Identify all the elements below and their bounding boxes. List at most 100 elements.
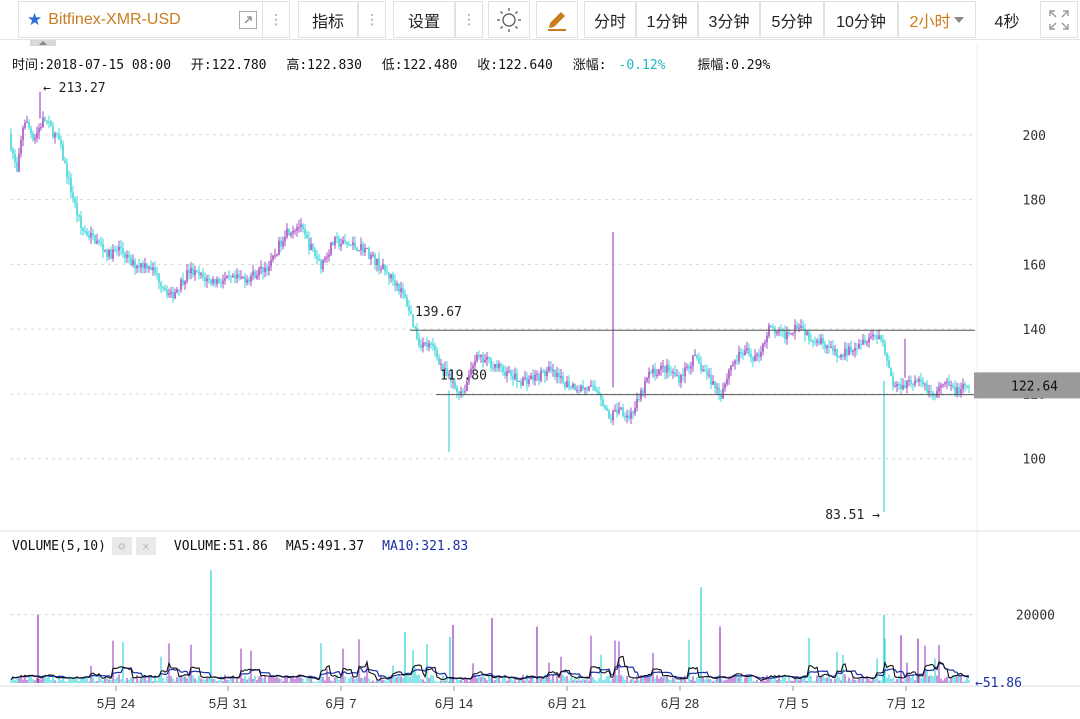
candle-body xyxy=(486,356,488,360)
candle-body xyxy=(582,385,584,390)
candle-body xyxy=(36,132,38,138)
indicators-button[interactable]: 指标 xyxy=(298,1,358,38)
candle-body xyxy=(882,339,884,344)
timeframe-tab-2[interactable]: 3分钟 xyxy=(698,1,760,38)
candle-body xyxy=(412,314,414,326)
candle-body xyxy=(148,266,150,269)
current-price-tag xyxy=(974,372,1080,399)
candle-body xyxy=(396,283,398,286)
candle-body xyxy=(760,351,762,357)
active-timeframe: 2小时 xyxy=(909,13,951,31)
price-tick-label: 100 xyxy=(1023,453,1046,468)
candle-body xyxy=(354,242,356,248)
candle-body xyxy=(572,384,574,388)
candle-body xyxy=(426,342,428,348)
candle-body xyxy=(906,380,908,388)
candle-body xyxy=(488,356,490,359)
fullscreen-button[interactable] xyxy=(1040,1,1078,38)
symbol-more-button[interactable]: ⋮ xyxy=(262,1,290,38)
candle-body xyxy=(384,264,386,272)
candle-body xyxy=(194,270,196,276)
candle-body xyxy=(254,271,256,279)
candle-body xyxy=(624,415,626,418)
candle-body xyxy=(152,267,154,271)
candle-body xyxy=(874,334,876,336)
candle-body xyxy=(548,366,550,371)
candle-body xyxy=(160,282,162,287)
candle-body xyxy=(580,385,582,392)
candle-body xyxy=(836,349,838,357)
indicators-more-button[interactable]: ⋮ xyxy=(358,1,386,38)
candle-body xyxy=(658,369,660,375)
candle-body xyxy=(154,267,156,274)
candle-body xyxy=(104,250,106,252)
candle-body xyxy=(742,353,744,355)
candle-body xyxy=(96,240,98,244)
candle-body xyxy=(184,281,186,285)
candle-body xyxy=(790,333,792,335)
star-icon[interactable]: ★ xyxy=(27,9,43,29)
candle-body xyxy=(680,374,682,383)
gear-icon[interactable]: ⚙ xyxy=(111,537,132,555)
candle-body xyxy=(474,361,476,366)
candle-body xyxy=(756,354,758,356)
candle-body xyxy=(518,381,520,383)
settings-more-button[interactable]: ⋮ xyxy=(455,1,483,38)
timeframe-dropdown[interactable]: 2小时 xyxy=(898,1,976,38)
candle-body xyxy=(598,391,600,394)
candle-body xyxy=(110,249,112,259)
toolbar: ★ Bitfinex-XMR-USD ⋮ 指标 ⋮ 设置 ⋮ 分时 1分钟 3分… xyxy=(0,0,1080,40)
candle-body xyxy=(608,410,610,419)
fullscreen-icon xyxy=(1049,9,1069,30)
candle-body xyxy=(312,243,314,250)
candle-body xyxy=(348,244,350,246)
draw-button[interactable] xyxy=(536,1,578,38)
candle-body xyxy=(566,381,568,388)
min-price-label: 83.51 → xyxy=(825,508,880,523)
theme-button[interactable] xyxy=(488,1,530,38)
candle-body xyxy=(824,343,826,349)
pencil-icon xyxy=(548,11,566,31)
candle-body xyxy=(366,247,368,249)
candle-body xyxy=(954,386,956,395)
timeframe-tab-3[interactable]: 5分钟 xyxy=(760,1,824,38)
candle-body xyxy=(50,121,52,127)
info-change-value: -0.12% xyxy=(618,58,666,73)
candle-body xyxy=(962,383,964,389)
candle-body xyxy=(810,339,812,342)
symbol-selector[interactable]: ★ Bitfinex-XMR-USD xyxy=(18,1,276,38)
candle-body xyxy=(964,383,966,386)
candle-body xyxy=(406,297,408,307)
timeframe-tab-4[interactable]: 10分钟 xyxy=(824,1,898,38)
candle-body xyxy=(106,250,108,257)
settings-button[interactable]: 设置 xyxy=(393,1,455,38)
candle-body xyxy=(872,334,874,337)
candle-body xyxy=(468,374,470,382)
candle-body xyxy=(670,371,672,373)
ohlc-info: 时间:2018-07-15 08:00 开:122.780 高:122.830 … xyxy=(12,54,782,73)
candle-body xyxy=(466,381,468,392)
candle-body xyxy=(210,279,212,284)
popout-icon[interactable] xyxy=(239,11,257,29)
timeframe-tab-1[interactable]: 1分钟 xyxy=(636,1,698,38)
candle-body xyxy=(864,340,866,343)
candle-body xyxy=(470,368,472,375)
candle-body xyxy=(268,266,270,271)
candle-body xyxy=(162,286,164,289)
candle-body xyxy=(128,254,130,258)
candle-body xyxy=(358,250,360,252)
candle-body xyxy=(544,370,546,377)
collapse-toolbar-button[interactable] xyxy=(30,40,56,46)
time-tick-label: 7月 5 xyxy=(777,696,808,711)
timeframe-tab-0[interactable]: 分时 xyxy=(584,1,636,38)
candle-body xyxy=(804,328,806,335)
candle-body xyxy=(422,342,424,348)
candle-body xyxy=(64,160,66,164)
candle-body xyxy=(120,246,122,249)
candle-body xyxy=(336,237,338,239)
close-icon[interactable]: ✕ xyxy=(135,537,156,555)
candle-body xyxy=(54,133,56,138)
candle-body xyxy=(292,230,294,234)
candle-body xyxy=(124,253,126,258)
